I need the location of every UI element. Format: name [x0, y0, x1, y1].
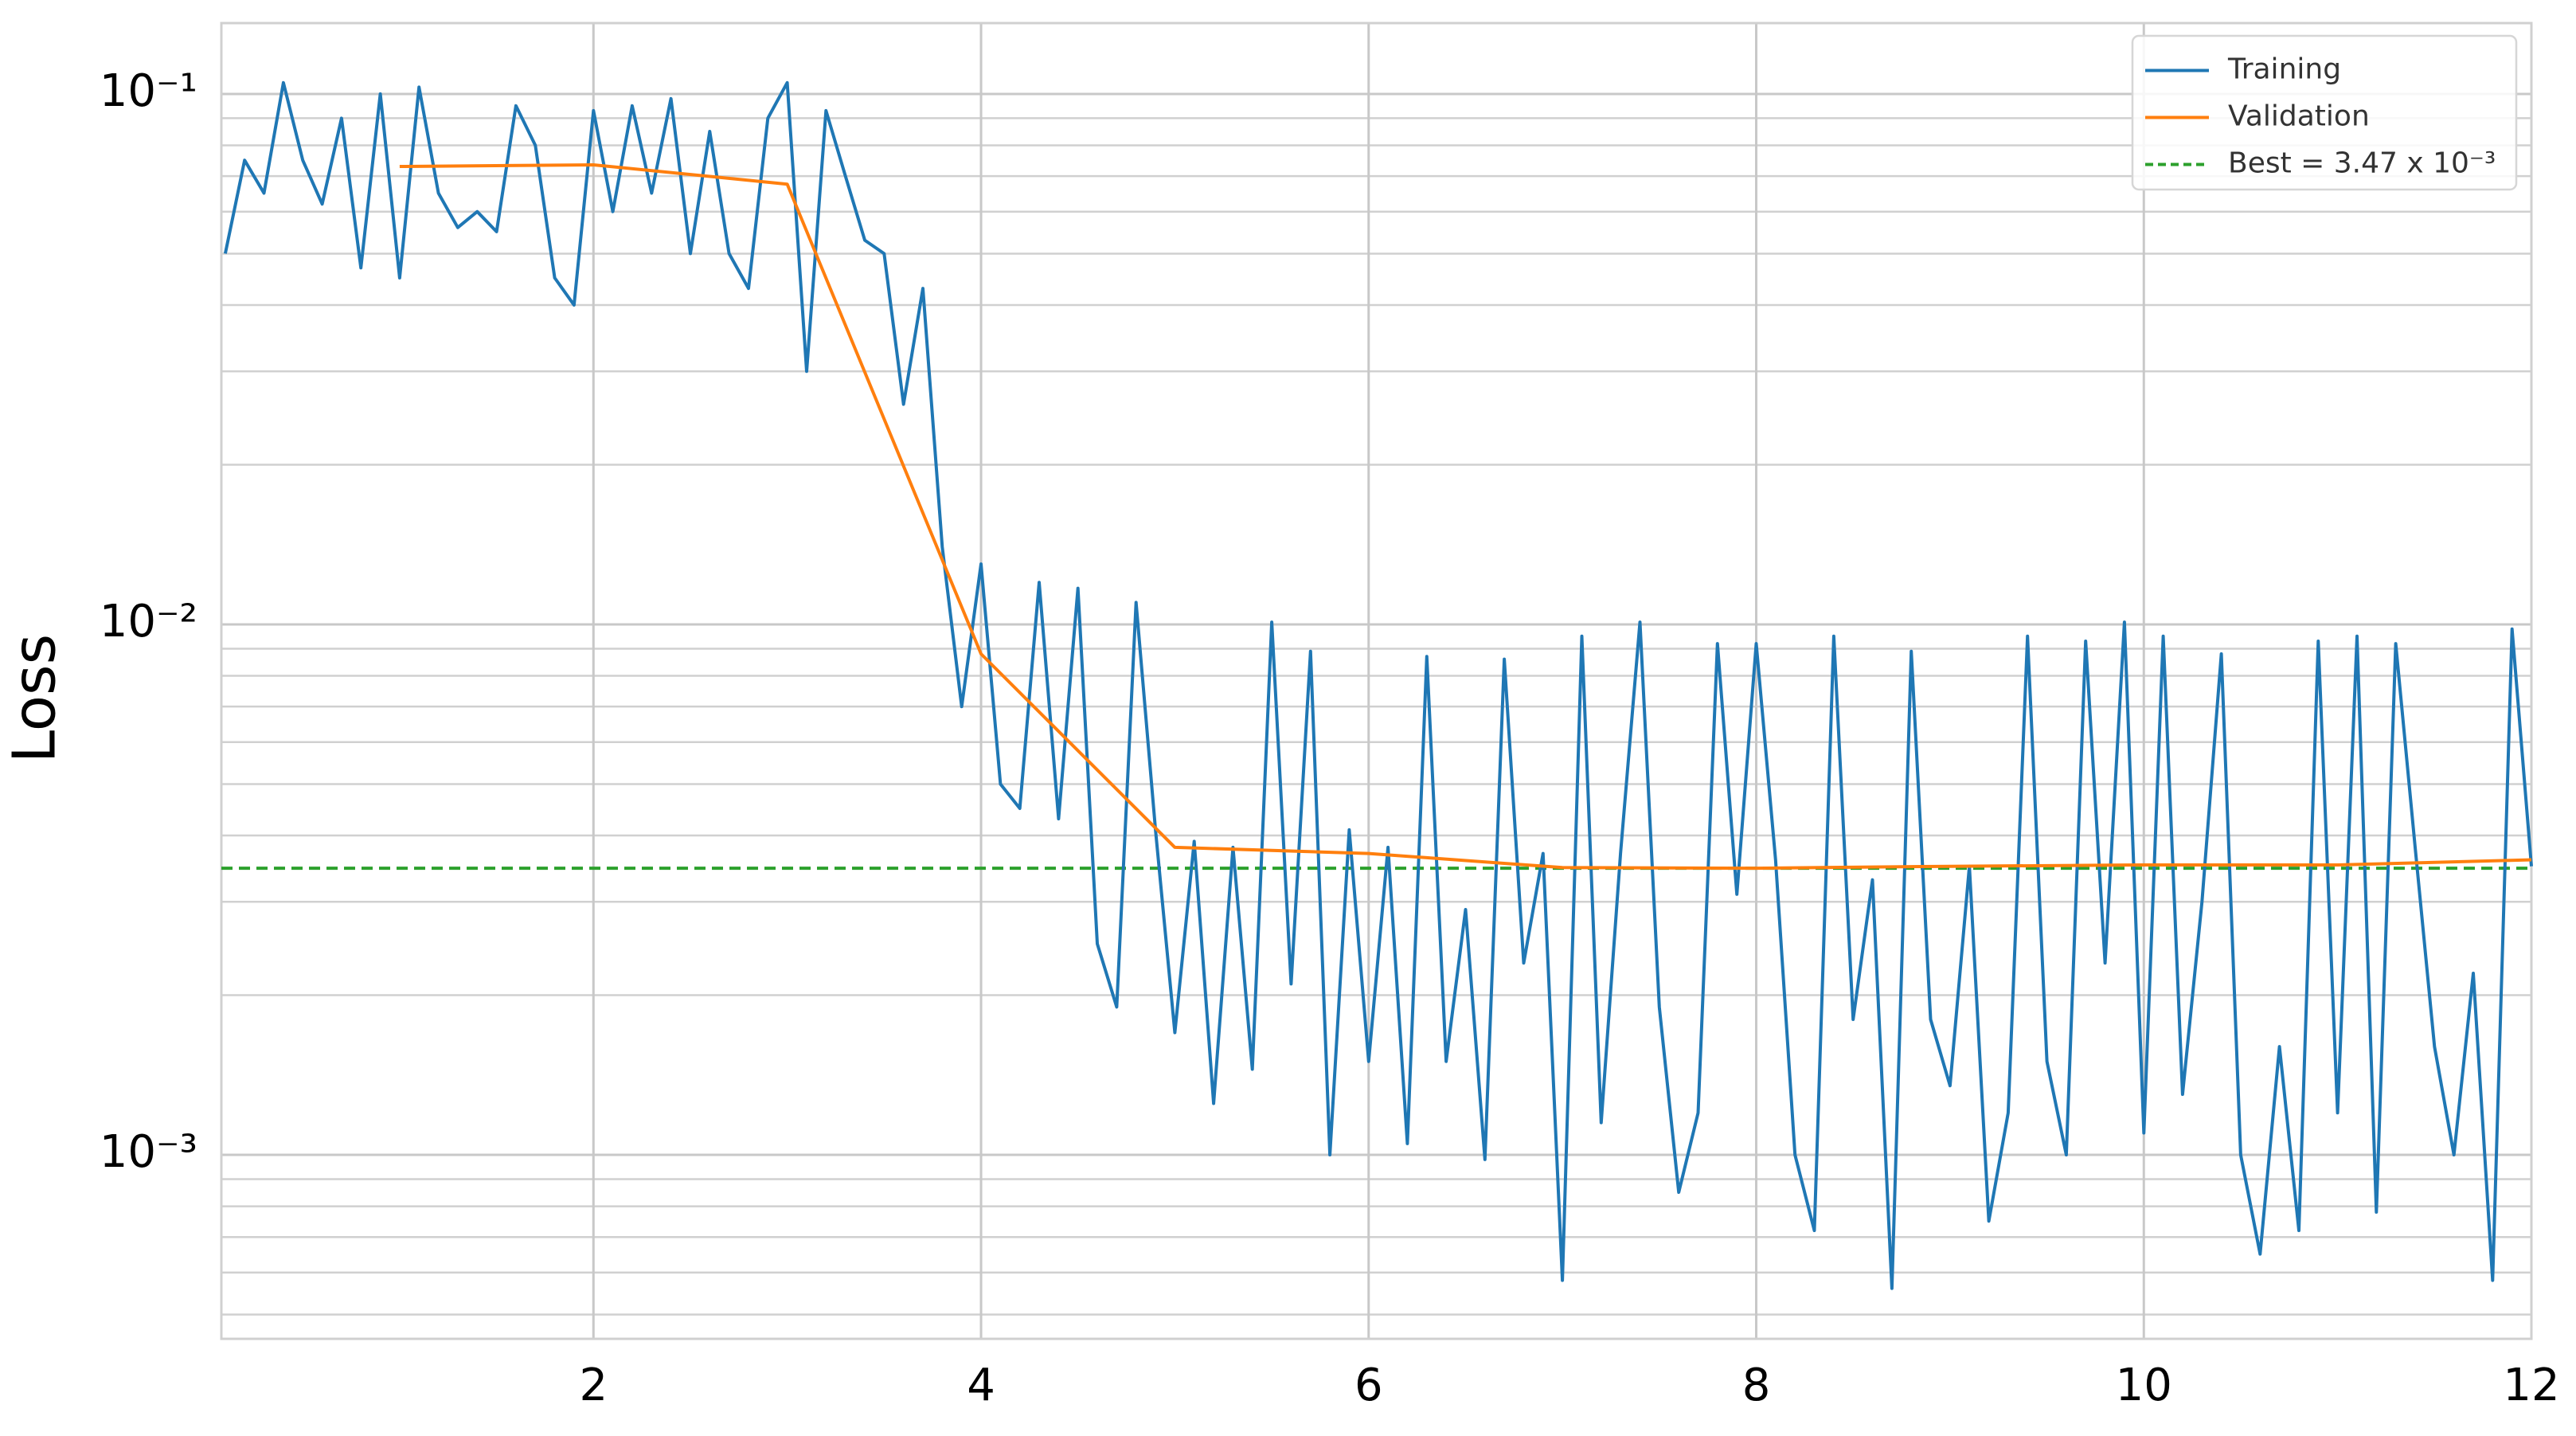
y-axis-label: Loss: [1, 634, 69, 763]
legend-label: Validation: [2228, 100, 2370, 133]
series-line: [399, 163, 2532, 871]
x-tick-label: 12: [2503, 1360, 2559, 1411]
x-tick-label: 8: [1742, 1360, 1771, 1411]
series-line: [223, 80, 2533, 1290]
plot-frame: [220, 22, 2533, 1340]
legend-box: [2131, 34, 2518, 191]
x-tick-label: 4: [967, 1360, 995, 1411]
legend-label: Best = 3.47 x 10⁻³: [2228, 147, 2496, 180]
y-tick-label: 10⁻³: [100, 1126, 197, 1178]
x-tick-label: 10: [2116, 1360, 2172, 1411]
y-tick-label: 10⁻²: [100, 596, 197, 648]
x-tick-label: 2: [579, 1360, 608, 1411]
x-tick-label: 6: [1354, 1360, 1383, 1411]
legend-label: Training: [2227, 53, 2341, 86]
y-tick-label: 10⁻¹: [100, 65, 197, 117]
